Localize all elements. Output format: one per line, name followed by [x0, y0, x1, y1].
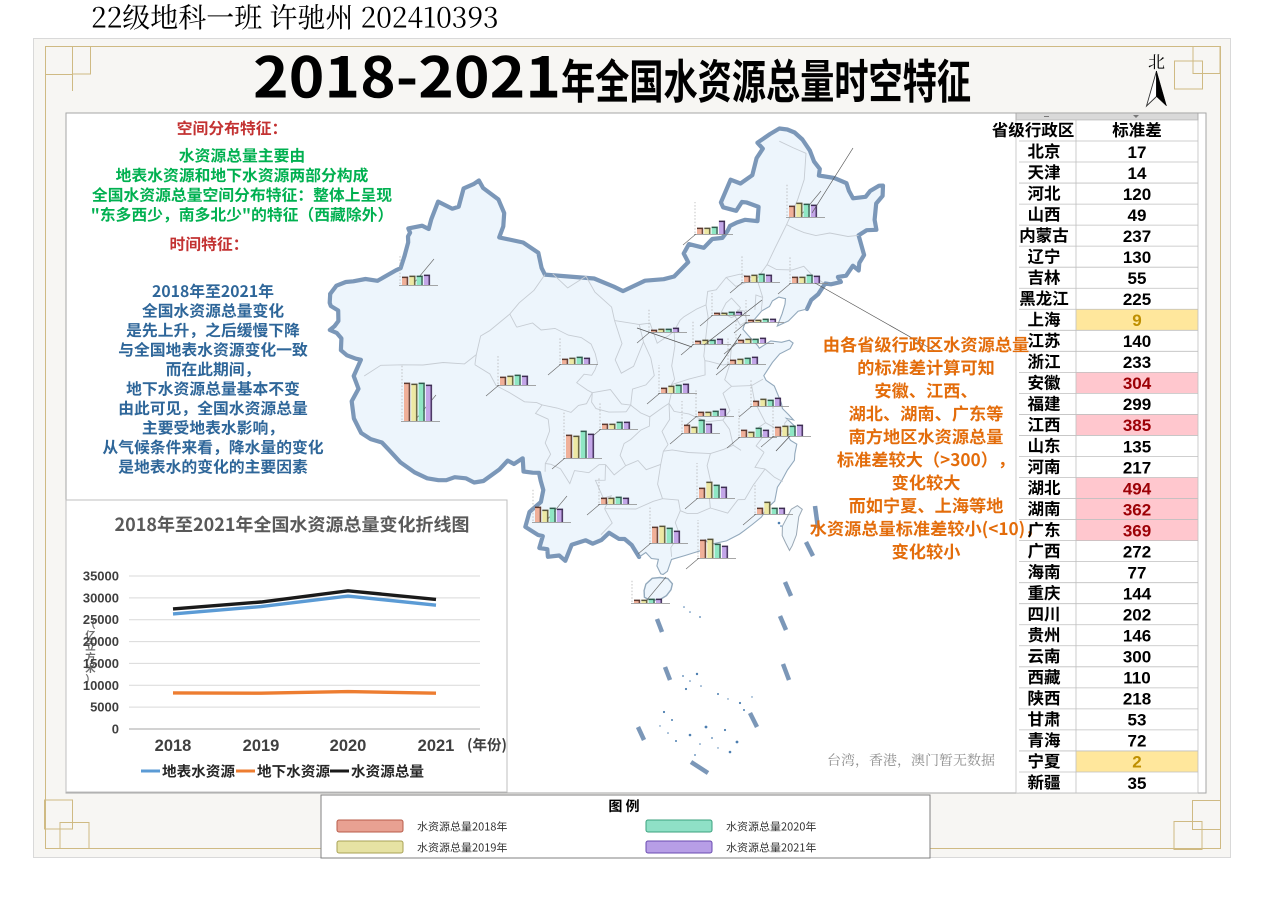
- svg-text:144: 144: [1123, 584, 1152, 603]
- svg-text:2: 2: [1132, 753, 1141, 772]
- svg-text:225: 225: [1123, 290, 1151, 309]
- svg-text:299: 299: [1123, 395, 1151, 414]
- svg-text:494: 494: [1123, 479, 1152, 498]
- svg-text:0: 0: [112, 722, 119, 737]
- svg-text:300: 300: [1123, 648, 1151, 667]
- svg-text:135: 135: [1123, 437, 1151, 456]
- svg-text:369: 369: [1123, 521, 1151, 540]
- svg-text:2019: 2019: [243, 737, 280, 755]
- svg-text:120: 120: [1123, 185, 1151, 204]
- svg-text:272: 272: [1123, 542, 1151, 561]
- svg-text:53: 53: [1128, 711, 1147, 730]
- svg-text:146: 146: [1123, 627, 1151, 646]
- svg-text:15000: 15000: [83, 656, 119, 671]
- svg-text:304: 304: [1123, 374, 1152, 393]
- svg-text:25000: 25000: [83, 612, 119, 627]
- svg-text:77: 77: [1128, 563, 1147, 582]
- svg-text:140: 140: [1123, 332, 1151, 351]
- svg-text:5000: 5000: [90, 700, 119, 715]
- svg-text:30000: 30000: [83, 590, 119, 605]
- svg-text:55: 55: [1128, 269, 1147, 288]
- svg-text:217: 217: [1123, 458, 1151, 477]
- svg-text:237: 237: [1123, 227, 1151, 246]
- svg-text:2020: 2020: [330, 737, 367, 755]
- svg-text:35000: 35000: [83, 569, 119, 584]
- svg-text:20000: 20000: [83, 634, 119, 649]
- svg-text:385: 385: [1123, 416, 1151, 435]
- svg-text:110: 110: [1123, 669, 1150, 688]
- svg-text:218: 218: [1123, 690, 1151, 709]
- svg-text:14: 14: [1128, 164, 1147, 183]
- svg-text:49: 49: [1128, 206, 1147, 225]
- svg-text:9: 9: [1132, 311, 1141, 330]
- svg-text:2018: 2018: [155, 737, 192, 755]
- svg-text:10000: 10000: [83, 678, 119, 693]
- svg-text:72: 72: [1128, 732, 1147, 751]
- svg-text:202: 202: [1123, 606, 1151, 625]
- svg-text:362: 362: [1123, 500, 1151, 519]
- svg-text:2021: 2021: [418, 737, 455, 755]
- svg-text:17: 17: [1128, 143, 1147, 162]
- svg-text:130: 130: [1123, 248, 1151, 267]
- svg-text:35: 35: [1128, 774, 1147, 793]
- svg-text:233: 233: [1123, 353, 1151, 372]
